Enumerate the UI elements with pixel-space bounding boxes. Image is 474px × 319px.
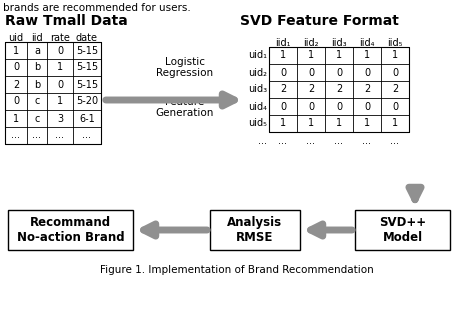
Bar xyxy=(5,42,101,144)
Text: SVD++
Model: SVD++ Model xyxy=(379,216,426,244)
Text: b: b xyxy=(34,79,40,90)
Bar xyxy=(355,210,450,250)
Text: ...: ... xyxy=(335,136,344,145)
Text: c: c xyxy=(34,97,40,107)
Text: iid₅: iid₅ xyxy=(387,38,403,48)
Text: 5-20: 5-20 xyxy=(76,97,98,107)
Text: Generation: Generation xyxy=(156,108,214,118)
Text: ...: ... xyxy=(11,130,20,140)
Text: ...: ... xyxy=(391,136,400,145)
Text: 0: 0 xyxy=(364,101,370,112)
Text: iid₂: iid₂ xyxy=(303,38,319,48)
Text: uid₅: uid₅ xyxy=(248,118,267,129)
Text: 0: 0 xyxy=(336,101,342,112)
Text: 0: 0 xyxy=(392,101,398,112)
Text: iid₁: iid₁ xyxy=(275,38,291,48)
Text: ...: ... xyxy=(82,130,91,140)
Text: 1: 1 xyxy=(280,118,286,129)
Text: uid₄: uid₄ xyxy=(248,101,267,112)
Text: 1: 1 xyxy=(57,97,63,107)
Text: 1: 1 xyxy=(57,63,63,72)
Text: rate: rate xyxy=(50,33,70,43)
Text: 0: 0 xyxy=(280,68,286,78)
Text: 1: 1 xyxy=(13,114,19,123)
Text: 2: 2 xyxy=(364,85,370,94)
Bar xyxy=(8,210,133,250)
Text: 0: 0 xyxy=(364,68,370,78)
Text: a: a xyxy=(34,46,40,56)
Text: 1: 1 xyxy=(280,50,286,61)
Text: 0: 0 xyxy=(336,68,342,78)
Text: 0: 0 xyxy=(57,79,63,90)
Text: 2: 2 xyxy=(13,79,19,90)
Text: 5-15: 5-15 xyxy=(76,46,98,56)
Text: 1: 1 xyxy=(308,118,314,129)
Text: Figure 1. Implementation of Brand Recommendation: Figure 1. Implementation of Brand Recomm… xyxy=(100,265,374,275)
Text: 0: 0 xyxy=(57,46,63,56)
Text: ...: ... xyxy=(363,136,372,145)
Text: 5-15: 5-15 xyxy=(76,79,98,90)
Text: iid₃: iid₃ xyxy=(331,38,347,48)
Text: date: date xyxy=(76,33,98,43)
Text: Regression: Regression xyxy=(156,68,214,78)
Bar xyxy=(210,210,300,250)
Text: 1: 1 xyxy=(336,118,342,129)
Text: iid: iid xyxy=(31,33,43,43)
Text: 0: 0 xyxy=(308,101,314,112)
Text: uid₂: uid₂ xyxy=(248,68,267,78)
Text: ...: ... xyxy=(33,130,42,140)
Text: brands are recommended for users.: brands are recommended for users. xyxy=(3,3,191,13)
Text: ...: ... xyxy=(258,136,267,145)
Text: b: b xyxy=(34,63,40,72)
Text: 1: 1 xyxy=(392,50,398,61)
Text: Logistic: Logistic xyxy=(165,57,205,67)
Text: Feature: Feature xyxy=(165,97,205,107)
Text: iid₄: iid₄ xyxy=(359,38,375,48)
Text: ...: ... xyxy=(279,136,288,145)
Text: 3: 3 xyxy=(57,114,63,123)
Text: 5-15: 5-15 xyxy=(76,63,98,72)
Text: ...: ... xyxy=(307,136,316,145)
Text: 0: 0 xyxy=(308,68,314,78)
Text: Analysis
RMSE: Analysis RMSE xyxy=(228,216,283,244)
Text: 6-1: 6-1 xyxy=(79,114,95,123)
Text: SVD Feature Format: SVD Feature Format xyxy=(240,14,399,28)
Text: 1: 1 xyxy=(308,50,314,61)
Text: Raw Tmall Data: Raw Tmall Data xyxy=(5,14,128,28)
Text: uid: uid xyxy=(9,33,24,43)
Text: 1: 1 xyxy=(336,50,342,61)
Text: 0: 0 xyxy=(13,63,19,72)
Text: ...: ... xyxy=(55,130,64,140)
Text: 1: 1 xyxy=(364,118,370,129)
Text: 1: 1 xyxy=(13,46,19,56)
Text: 2: 2 xyxy=(336,85,342,94)
Text: uid₁: uid₁ xyxy=(248,50,267,61)
Bar xyxy=(269,47,409,132)
Text: 2: 2 xyxy=(280,85,286,94)
Text: c: c xyxy=(34,114,40,123)
Text: 2: 2 xyxy=(308,85,314,94)
Text: uid₃: uid₃ xyxy=(248,85,267,94)
Text: 1: 1 xyxy=(364,50,370,61)
Text: 0: 0 xyxy=(392,68,398,78)
Text: 0: 0 xyxy=(13,97,19,107)
Text: 2: 2 xyxy=(392,85,398,94)
Text: Recommand
No-action Brand: Recommand No-action Brand xyxy=(17,216,124,244)
Text: 0: 0 xyxy=(280,101,286,112)
Text: 1: 1 xyxy=(392,118,398,129)
